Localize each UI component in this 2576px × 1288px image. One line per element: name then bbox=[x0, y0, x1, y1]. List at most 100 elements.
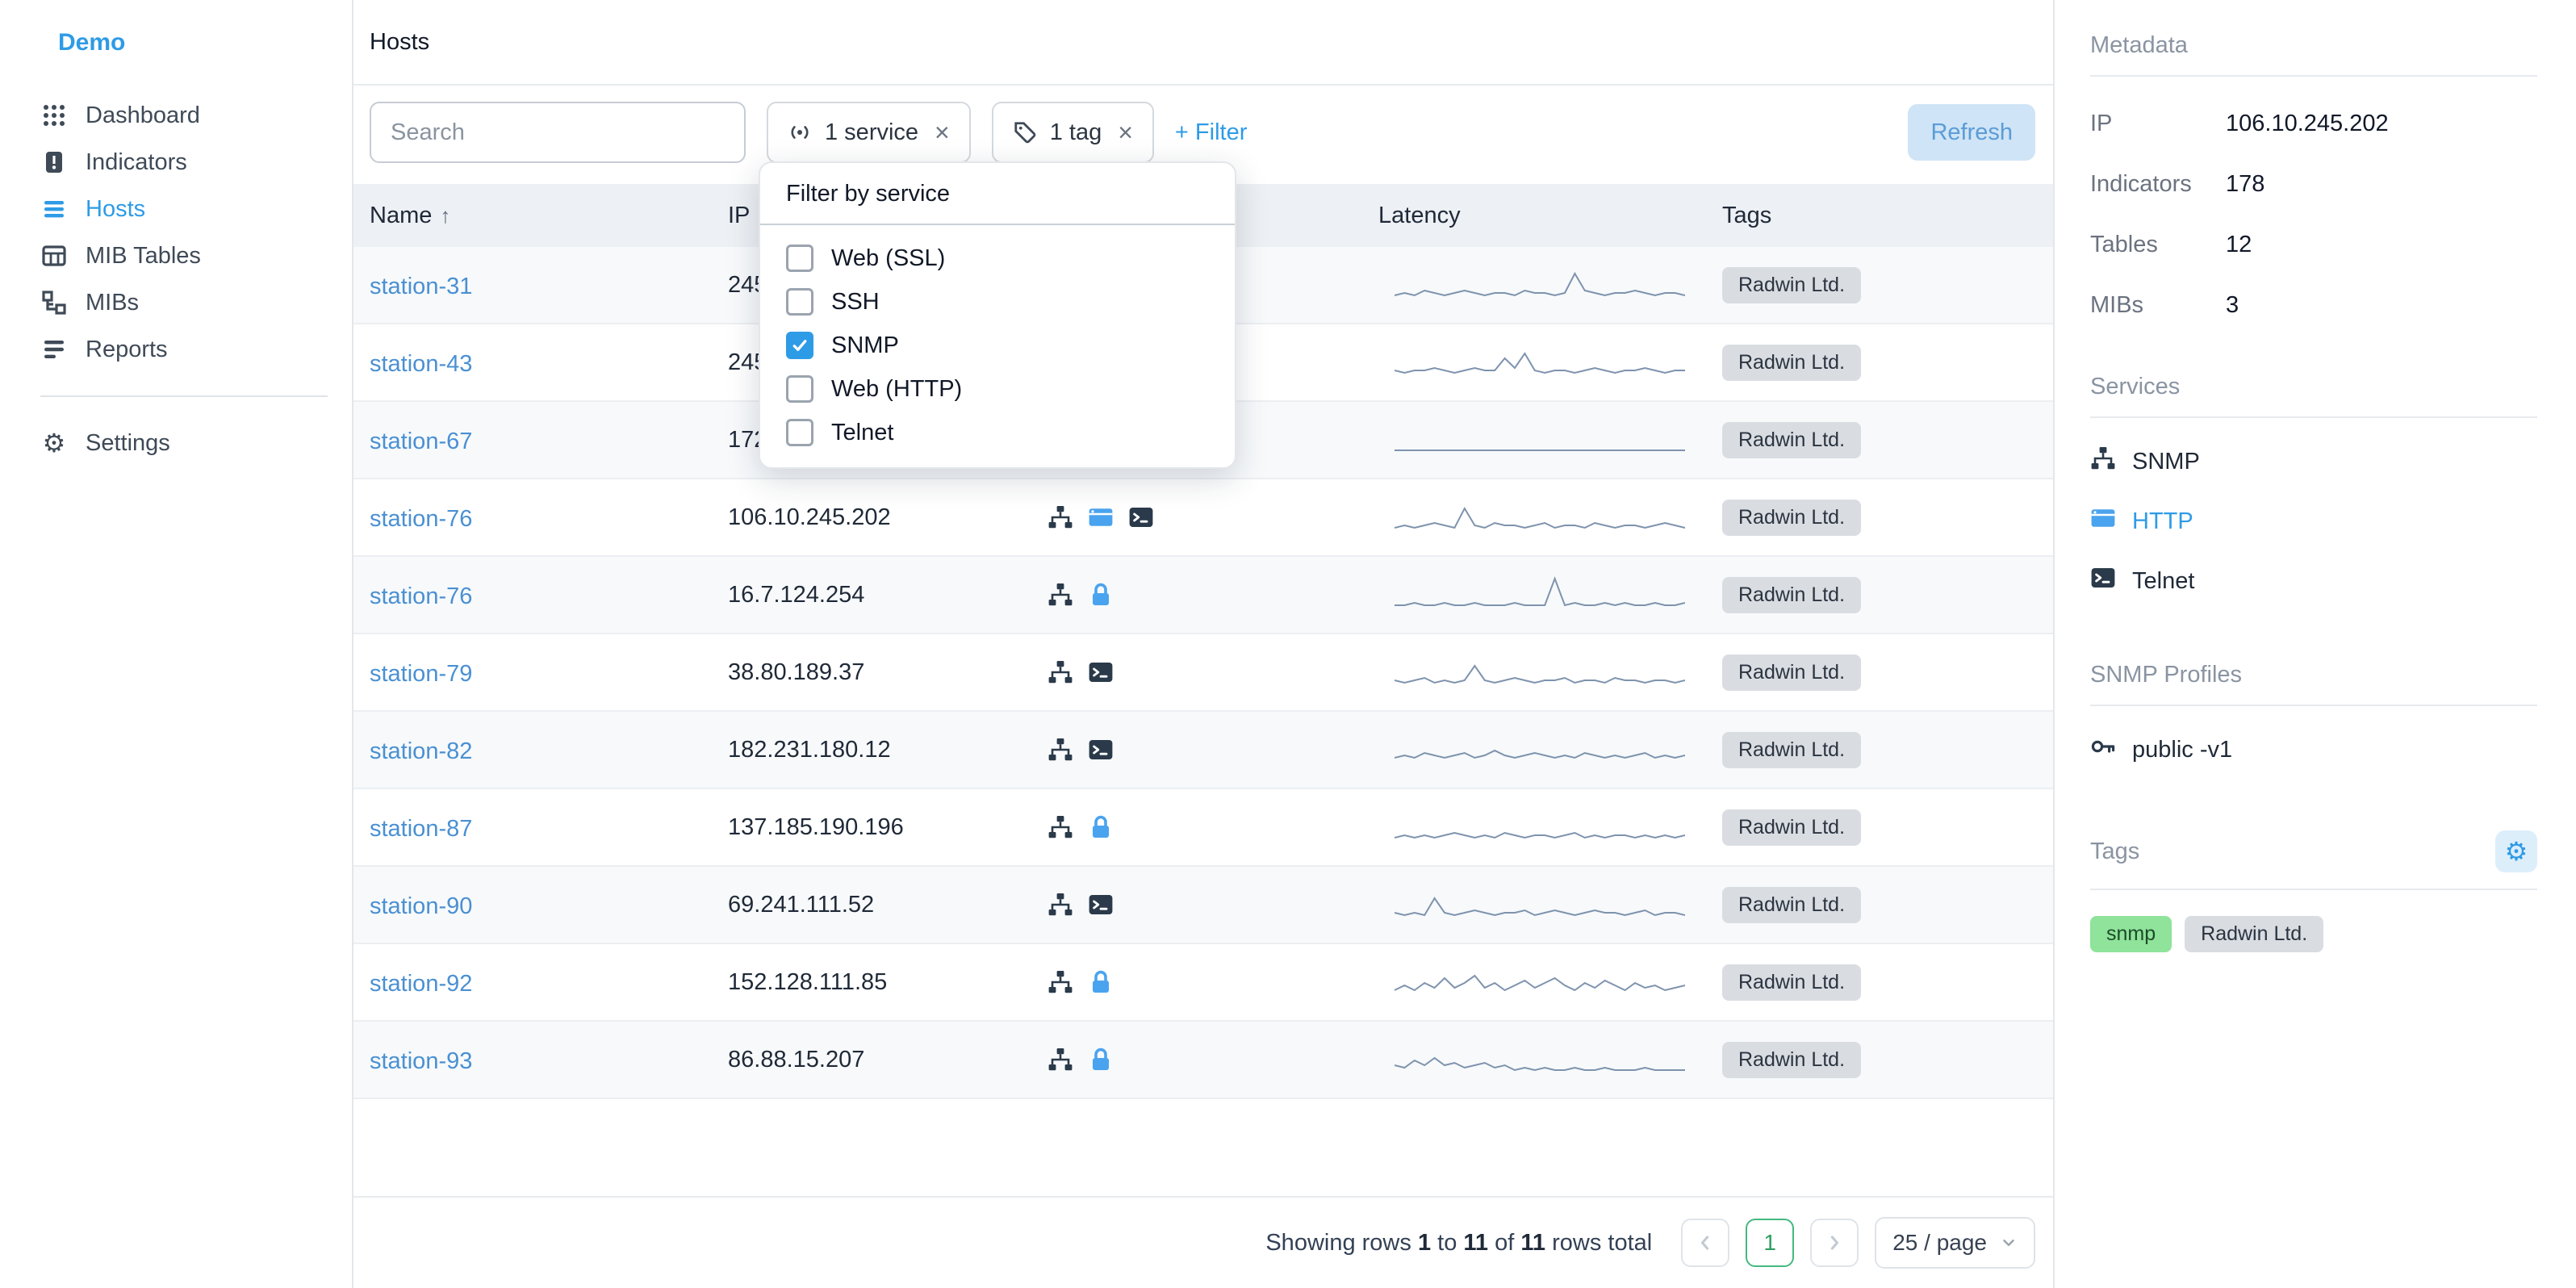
latency-cell bbox=[1362, 341, 1706, 383]
checkbox-snmp[interactable] bbox=[786, 332, 813, 359]
host-ip: 106.10.245.202 bbox=[728, 504, 891, 530]
snmp-profiles-section-title: SNMP Profiles bbox=[2090, 662, 2243, 688]
key-icon bbox=[2090, 734, 2116, 766]
grid-icon bbox=[40, 102, 68, 129]
metadata-rows: IP 106.10.245.202 Indicators 178 Tables 12 MIB… bbox=[2090, 111, 2537, 319]
checkbox-web-http[interactable] bbox=[786, 375, 813, 403]
latency-sparkline-chart bbox=[1395, 450, 1685, 451]
metadata-row: MIBs 3 bbox=[2090, 292, 2537, 319]
table-row[interactable]: station-87 137.185.190.196 Radwin Ltd. bbox=[353, 789, 2053, 867]
filter-option-web-http[interactable]: Web (HTTP) bbox=[760, 367, 1235, 411]
sidebar-item-mibs[interactable]: MIBs bbox=[0, 279, 352, 326]
snmp-service-icon bbox=[1048, 737, 1073, 763]
list-icon bbox=[40, 195, 68, 223]
rows-summary: Showing rows 1 to 11 of 11 rows total bbox=[1265, 1230, 1652, 1257]
host-link[interactable]: station-76 bbox=[370, 505, 473, 532]
pagination-page-1-button[interactable]: 1 bbox=[1746, 1219, 1795, 1267]
host-link[interactable]: station-79 bbox=[370, 660, 473, 687]
column-header-ip[interactable]: IP bbox=[728, 202, 751, 228]
rows-summary-text: Showing rows bbox=[1265, 1229, 1411, 1256]
service-label: Telnet bbox=[2132, 567, 2195, 594]
rows-from: 1 bbox=[1417, 1229, 1432, 1256]
add-filter-link[interactable]: + Filter bbox=[1174, 119, 1248, 145]
service-item-telnet: Telnet bbox=[2090, 565, 2537, 597]
filter-option-label: Web (SSL) bbox=[831, 245, 946, 271]
latency-sparkline-chart bbox=[1395, 974, 1685, 992]
sidebar-item-indicators[interactable]: Indicators bbox=[0, 139, 352, 186]
latency-cell bbox=[1362, 419, 1706, 461]
search-input[interactable] bbox=[370, 102, 746, 163]
metadata-label: IP bbox=[2090, 111, 2113, 136]
filter-chip-1-tag[interactable]: 1 tag × bbox=[991, 102, 1154, 163]
tags-list: snmp Radwin Ltd. bbox=[2090, 916, 2537, 952]
host-link[interactable]: station-93 bbox=[370, 1048, 473, 1074]
table-row[interactable]: station-93 86.88.15.207 Radwin Ltd. bbox=[353, 1022, 2053, 1099]
filter-option-web-ssl[interactable]: Web (SSL) bbox=[760, 236, 1235, 280]
sidebar-item-hosts[interactable]: Hosts bbox=[0, 186, 352, 232]
table-row[interactable]: station-92 152.128.111.85 Radwin Ltd. bbox=[353, 944, 2053, 1022]
app-logo[interactable]: Demo bbox=[58, 29, 126, 56]
host-link[interactable]: station-82 bbox=[370, 738, 473, 764]
table-row[interactable]: station-79 38.80.189.37 Radwin Ltd. bbox=[353, 634, 2053, 712]
pagination-next-button[interactable] bbox=[1810, 1219, 1859, 1267]
host-link[interactable]: station-92 bbox=[370, 970, 473, 997]
sidebar-item-dashboard[interactable]: Dashboard bbox=[0, 92, 352, 139]
snmp-service-icon bbox=[1048, 969, 1073, 995]
checkbox-ssh[interactable] bbox=[786, 288, 813, 316]
latency-cell bbox=[1362, 574, 1706, 616]
tag-badge: Radwin Ltd. bbox=[1722, 809, 1862, 846]
refresh-button[interactable]: Refresh bbox=[1908, 104, 2035, 161]
chip-close-icon[interactable]: × bbox=[1118, 118, 1133, 147]
table-row[interactable]: station-76 16.7.124.254 Radwin Ltd. bbox=[353, 557, 2053, 634]
table-row[interactable]: station-76 106.10.245.202 Radwin Ltd. bbox=[353, 479, 2053, 557]
check-icon bbox=[792, 340, 807, 351]
host-link[interactable]: station-67 bbox=[370, 428, 473, 454]
filter-chips: 1 service × 1 tag × bbox=[767, 102, 1154, 163]
snmp-service-icon bbox=[1048, 659, 1073, 685]
latency-sparkline-chart bbox=[1395, 352, 1685, 374]
tag-badge-radwin-ltd: Radwin Ltd. bbox=[2185, 916, 2324, 952]
metadata-value: 12 bbox=[2226, 232, 2252, 257]
manage-tags-button[interactable]: ⚙ bbox=[2495, 830, 2537, 872]
checkbox-telnet[interactable] bbox=[786, 419, 813, 446]
telnet-terminal-icon bbox=[1088, 892, 1114, 918]
column-header-name[interactable]: Name ↑ bbox=[353, 203, 712, 229]
column-header-latency[interactable]: Latency bbox=[1378, 202, 1461, 228]
checkbox-web-ssl[interactable] bbox=[786, 245, 813, 272]
broadcast-icon bbox=[788, 120, 812, 144]
sidebar-item-label: Indicators bbox=[86, 148, 187, 175]
details-panel: Metadata IP 106.10.245.202 Indicators 178 Ta… bbox=[2053, 0, 2576, 1288]
ssl-lock-icon bbox=[1088, 969, 1114, 995]
host-link[interactable]: station-31 bbox=[370, 273, 473, 299]
sidebar-item-reports[interactable]: Reports bbox=[0, 326, 352, 373]
table-row[interactable]: station-90 69.241.111.52 Radwin Ltd. bbox=[353, 867, 2053, 944]
filter-option-ssh[interactable]: SSH bbox=[760, 280, 1235, 324]
column-header-tags[interactable]: Tags bbox=[1722, 202, 1772, 228]
chip-close-icon[interactable]: × bbox=[935, 118, 950, 147]
host-link[interactable]: station-76 bbox=[370, 583, 473, 609]
sidebar-item-mib-tables[interactable]: MIB Tables bbox=[0, 232, 352, 279]
telnet-terminal-icon bbox=[1088, 659, 1114, 685]
snmp-profiles-list: public -v1 bbox=[2090, 734, 2537, 766]
page-size-select[interactable]: 25 / page bbox=[1875, 1217, 2035, 1269]
section-divider bbox=[2090, 416, 2537, 418]
service-label: HTTP bbox=[2132, 508, 2193, 534]
tag-badge: Radwin Ltd. bbox=[1722, 731, 1862, 768]
metadata-section-title: Metadata bbox=[2090, 32, 2188, 58]
chip-label: 1 service bbox=[825, 119, 919, 145]
pagination-prev-button[interactable] bbox=[1681, 1219, 1730, 1267]
sidebar-item-settings[interactable]: ⚙ Settings bbox=[0, 420, 352, 466]
latency-cell bbox=[1362, 961, 1706, 1003]
chevron-down-icon bbox=[2003, 1240, 2014, 1246]
host-link[interactable]: station-43 bbox=[370, 350, 473, 377]
host-link[interactable]: station-87 bbox=[370, 815, 473, 842]
host-link[interactable]: station-90 bbox=[370, 893, 473, 919]
filter-chip-1-service[interactable]: 1 service × bbox=[767, 102, 971, 163]
table-row[interactable]: station-82 182.231.180.12 Radwin Ltd. bbox=[353, 712, 2053, 789]
filter-option-snmp[interactable]: SNMP bbox=[760, 324, 1235, 367]
filter-option-telnet[interactable]: Telnet bbox=[760, 411, 1235, 454]
host-ip: 182.231.180.12 bbox=[728, 736, 891, 763]
snmp-service-icon bbox=[1048, 1047, 1073, 1073]
latency-sparkline-chart bbox=[1395, 1056, 1685, 1072]
section-divider bbox=[2090, 75, 2537, 77]
